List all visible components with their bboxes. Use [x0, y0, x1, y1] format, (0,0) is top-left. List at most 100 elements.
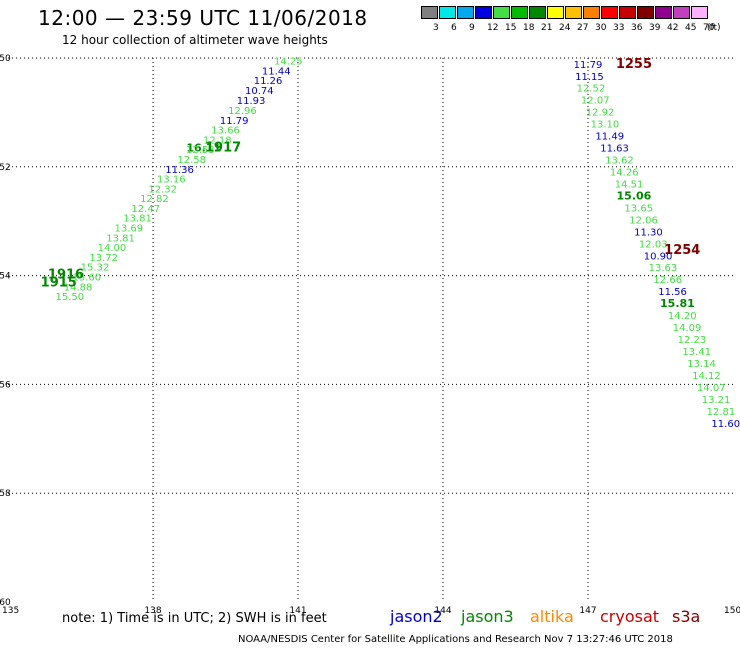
y-tick-label: -58	[0, 489, 11, 499]
wave-height-point: 15.50	[56, 292, 85, 303]
color-scale-label: 42	[667, 23, 679, 33]
wave-height-point: 13.81	[106, 233, 135, 244]
satellite-legend-jason3: jason3	[461, 607, 514, 626]
credit-line: NOAA/NESDIS Center for Satellite Applica…	[238, 634, 673, 645]
color-scale-label: 33	[613, 23, 625, 33]
color-swatch	[655, 6, 672, 19]
color-scale-label: 24	[559, 23, 571, 33]
pass-time-label: 1255	[616, 57, 652, 72]
wave-height-point: 13.10	[591, 120, 620, 131]
wave-height-point: 14.12	[692, 371, 721, 382]
x-tick-label: 144	[434, 606, 451, 616]
wave-height-point: 10.90	[644, 251, 673, 262]
color-scale-unit: (ft)	[707, 23, 721, 33]
wave-height-point: 11.63	[600, 144, 629, 155]
wave-height-point: 12.58	[177, 155, 206, 166]
wave-height-point: 14.51	[615, 179, 644, 190]
wave-height-point: 13.16	[157, 175, 186, 186]
satellite-legend-jason2: jason2	[390, 607, 443, 626]
color-swatch	[601, 6, 618, 19]
color-swatch	[547, 6, 564, 19]
wave-height-point: 14.20	[668, 311, 697, 322]
wave-height-point: 12.06	[629, 215, 658, 226]
pass-time-label: 1915	[41, 275, 77, 290]
wave-height-point: 11.30	[634, 227, 663, 238]
color-swatch	[637, 6, 654, 19]
wave-height-point: 12.18	[203, 135, 232, 146]
color-swatch	[583, 6, 600, 19]
satellite-legend-altika: altika	[530, 607, 574, 626]
color-scale-label: 36	[631, 23, 643, 33]
wave-height-point: 11.44	[262, 66, 291, 77]
color-swatch	[421, 6, 438, 19]
wave-height-point: 11.79	[220, 116, 249, 127]
wave-height-point: 13.41	[682, 347, 711, 358]
wave-height-point: 11.60	[711, 419, 740, 430]
color-swatch	[493, 6, 510, 19]
x-tick-label: 147	[579, 606, 596, 616]
wave-height-point: 11.49	[595, 132, 624, 143]
color-scale-label: 3	[433, 23, 439, 33]
y-tick-label: -50	[0, 54, 11, 64]
wave-height-point: 12.96	[228, 106, 257, 117]
wave-height-point: 13.72	[89, 253, 118, 264]
wave-height-point: 12.23	[678, 335, 707, 346]
y-tick-label: -52	[0, 163, 11, 173]
wave-height-point: 12.47	[131, 204, 160, 215]
color-scale-label: 39	[649, 23, 661, 33]
wave-height-point: 13.21	[702, 395, 731, 406]
color-scale-label: 15	[505, 23, 517, 33]
color-swatch	[673, 6, 690, 19]
wave-height-point: 11.56	[658, 287, 687, 298]
wave-height-point: 13.14	[687, 359, 716, 370]
wave-height-point: 14.25	[274, 57, 303, 68]
wave-height-point: 15.60	[72, 272, 101, 283]
wave-height-point: 11.79	[574, 60, 603, 71]
color-swatch	[529, 6, 546, 19]
wave-height-point: 15.06	[617, 189, 652, 202]
y-tick-label: -60	[0, 598, 11, 608]
y-tick-label: -54	[0, 272, 11, 282]
wave-height-point: 15.81	[660, 297, 695, 310]
color-swatch	[619, 6, 636, 19]
wave-height-point: 11.36	[165, 165, 194, 176]
wave-height-point: 14.26	[610, 168, 639, 179]
wave-height-point: 11.26	[254, 76, 283, 87]
wave-height-point: 12.82	[140, 194, 169, 205]
x-tick-label: 150	[724, 606, 740, 616]
pass-time-label: 1916	[48, 267, 84, 282]
wave-height-point: 14.09	[673, 323, 702, 334]
satellite-legend-cryosat: cryosat	[600, 607, 660, 626]
color-swatch	[457, 6, 474, 19]
wave-height-point: 13.66	[211, 126, 240, 137]
wave-height-point: 14.00	[98, 243, 127, 254]
wave-height-point: 15.32	[81, 263, 110, 274]
wave-height-point: 12.81	[707, 407, 736, 418]
chart-subtitle: 12 hour collection of altimeter wave hei…	[62, 33, 328, 47]
chart-title: 12:00 — 23:59 UTC 11/06/2018	[38, 6, 368, 30]
wave-height-point: 14.07	[697, 383, 726, 394]
color-scale-label: 30	[595, 23, 607, 33]
wave-height-point: 12.03	[639, 239, 668, 250]
color-scale-label: 27	[577, 23, 589, 33]
color-swatch	[475, 6, 492, 19]
wave-height-point: 10.74	[245, 86, 274, 97]
wave-height-point: 12.07	[581, 96, 610, 107]
wave-height-point: 13.69	[115, 224, 144, 235]
color-scale-label: 21	[541, 23, 553, 33]
wave-height-point: 13.62	[605, 156, 634, 167]
color-swatch	[565, 6, 582, 19]
x-tick-label: 138	[144, 606, 161, 616]
x-tick-label: 135	[2, 606, 19, 616]
wave-height-point: 14.88	[64, 282, 93, 293]
wave-height-point: 13.65	[624, 203, 653, 214]
wave-height-point: 12.92	[586, 108, 615, 119]
color-scale-label: 9	[469, 23, 475, 33]
color-scale-label: 18	[523, 23, 535, 33]
wave-height-point: 12.53	[186, 145, 215, 156]
wave-height-point: 12.66	[653, 275, 682, 286]
pass-time-label: 1917	[205, 141, 241, 156]
color-swatch	[439, 6, 456, 19]
color-scale-label: 6	[451, 23, 457, 33]
